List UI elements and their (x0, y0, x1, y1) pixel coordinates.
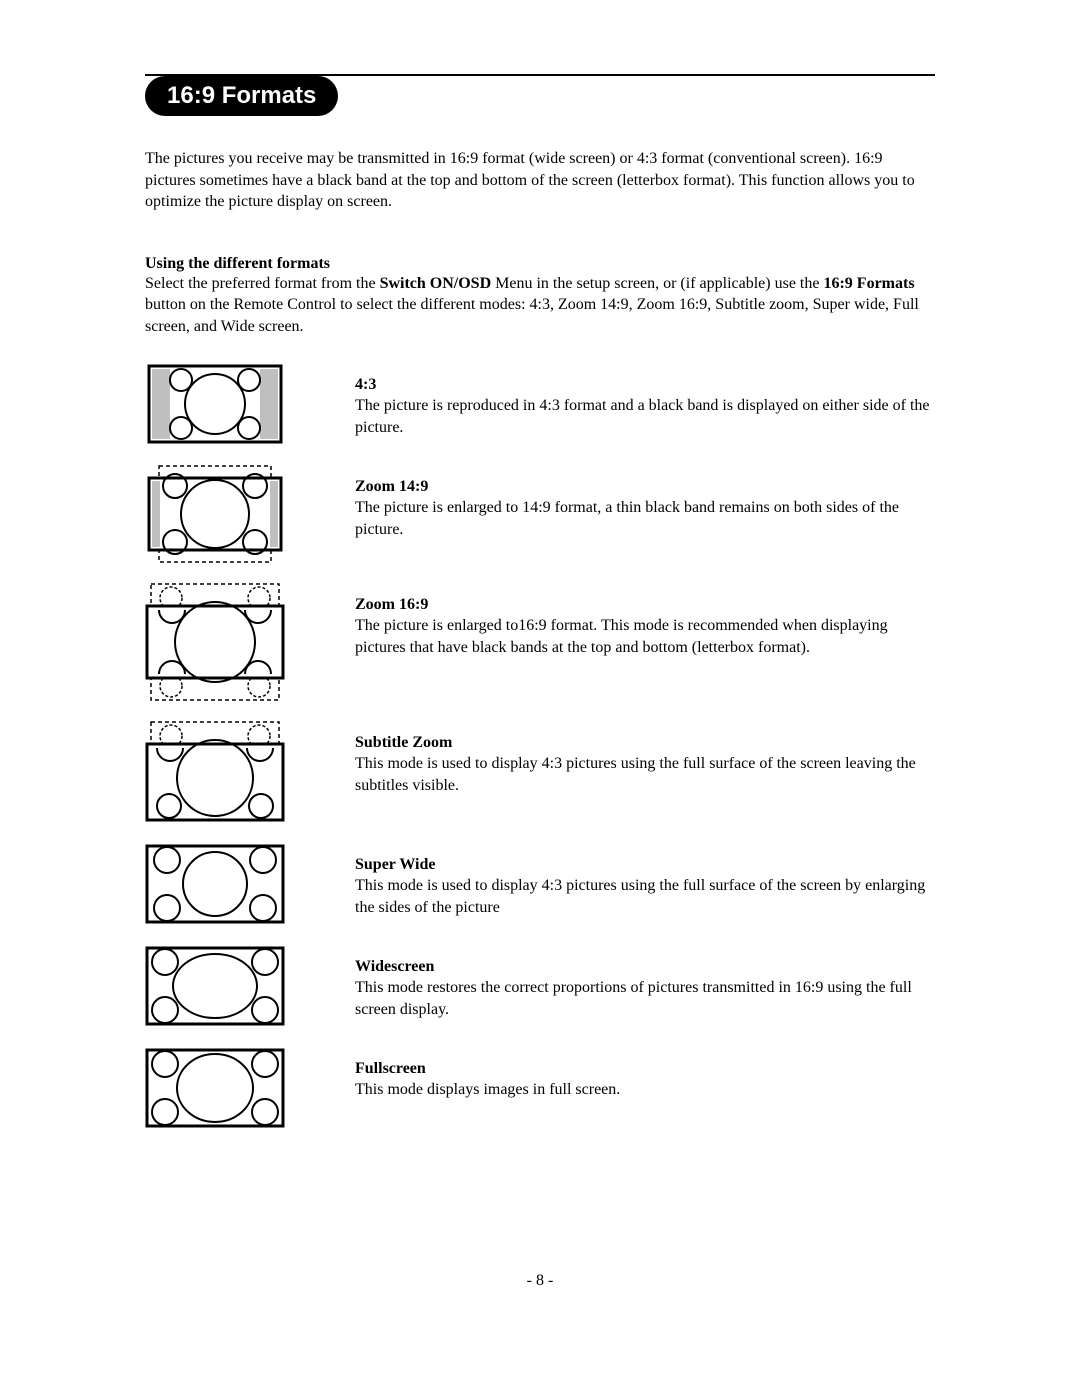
format-4-3-icon (145, 362, 285, 446)
format-title: Super Wide (355, 856, 435, 873)
section-body-post: button on the Remote Control to select t… (145, 296, 919, 335)
format-widescreen-icon (145, 944, 285, 1028)
format-desc: This mode restores the correct proportio… (355, 979, 912, 1018)
format-desc: This mode is used to display 4:3 picture… (355, 755, 916, 794)
format-title: Widescreen (355, 958, 434, 975)
format-row: Super Wide This mode is used to display … (145, 842, 935, 926)
section-body-mid: Menu in the setup screen, or (if applica… (495, 275, 823, 292)
format-title: Zoom 16:9 (355, 596, 428, 613)
format-row: Zoom 14:9 The picture is enlarged to 14:… (145, 464, 935, 564)
format-row: 4:3 The picture is reproduced in 4:3 for… (145, 362, 935, 446)
format-desc: This mode is used to display 4:3 picture… (355, 877, 925, 916)
format-row: Widescreen This mode restores the correc… (145, 944, 935, 1028)
format-row: Fullscreen This mode displays images in … (145, 1046, 935, 1130)
section-body-pre: Select the preferred format from the (145, 275, 380, 292)
section-heading: Using the different formats (145, 255, 935, 273)
section-body-bold1: Switch ON/OSD (380, 275, 492, 292)
format-text: 4:3 The picture is reproduced in 4:3 for… (355, 362, 935, 439)
section-body-bold2: 16:9 Formats (823, 275, 914, 292)
format-text: Super Wide This mode is used to display … (355, 842, 935, 919)
page-content: 16:9 Formats The pictures you receive ma… (145, 100, 935, 1148)
formats-list: 4:3 The picture is reproduced in 4:3 for… (145, 362, 935, 1130)
format-text: Fullscreen This mode displays images in … (355, 1046, 935, 1101)
page-number: - 8 - (0, 1272, 1080, 1290)
section-body: Select the preferred format from the Swi… (145, 273, 935, 338)
format-text: Zoom 16:9 The picture is enlarged to16:9… (355, 582, 935, 659)
format-title: 4:3 (355, 376, 376, 393)
format-title: Fullscreen (355, 1060, 426, 1077)
format-row: Zoom 16:9 The picture is enlarged to16:9… (145, 582, 935, 702)
format-zoom-14-9-icon (145, 464, 285, 564)
format-desc: The picture is enlarged to16:9 format. T… (355, 617, 888, 656)
format-text: Widescreen This mode restores the correc… (355, 944, 935, 1021)
page-title: 16:9 Formats (145, 76, 338, 116)
format-text: Zoom 14:9 The picture is enlarged to 14:… (355, 464, 935, 541)
format-title: Subtitle Zoom (355, 734, 452, 751)
format-zoom-16-9-icon (145, 582, 285, 702)
format-desc: This mode displays images in full screen… (355, 1081, 620, 1098)
format-fullscreen-icon (145, 1046, 285, 1130)
intro-paragraph: The pictures you receive may be transmit… (145, 148, 935, 213)
format-super-wide-icon (145, 842, 285, 926)
format-subtitle-zoom-icon (145, 720, 285, 824)
format-desc: The picture is enlarged to 14:9 format, … (355, 499, 899, 538)
format-title: Zoom 14:9 (355, 478, 428, 495)
format-row: Subtitle Zoom This mode is used to displ… (145, 720, 935, 824)
format-text: Subtitle Zoom This mode is used to displ… (355, 720, 935, 797)
format-desc: The picture is reproduced in 4:3 format … (355, 397, 929, 436)
